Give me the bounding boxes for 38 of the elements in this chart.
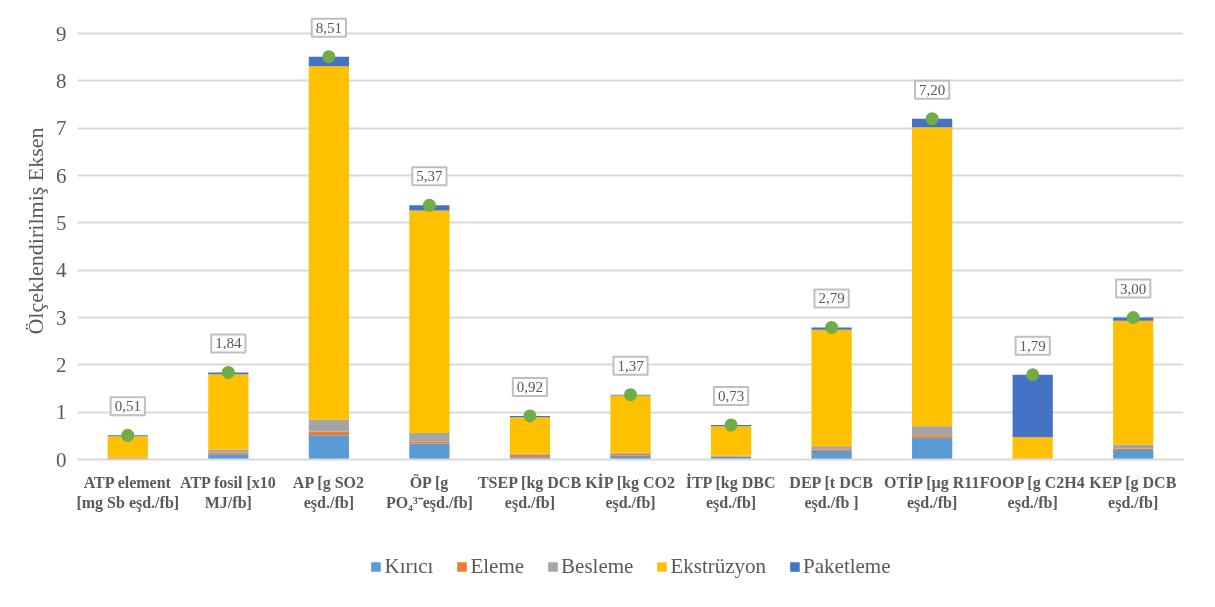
x-tick-label: TSEP [kg DCB eşd./fb] [477,473,582,512]
y-tick-label: 6 [56,163,67,188]
x-tick-label: OTİP [µg R11 eşd./fb] [883,472,980,512]
x-tick-label: İTP [kg DBC eşd./fb] [685,472,776,512]
x-tick-label: ÖP [g PO₄³⁻eşd./fb] [385,473,473,512]
legend-label: Ekstrüzyon [670,553,767,579]
data-label: 0,51 [114,398,141,415]
y-tick-label: 3 [56,305,67,330]
data-label: 8,51 [315,19,342,36]
legend-label: Eleme [470,553,525,579]
data-label: 1,84 [215,335,242,352]
y-axis-title: Ölçeklendirilmiş Eksen [23,127,48,335]
y-tick-label: 4 [56,258,67,283]
x-tick-label: DEP [t DCB eşd./fb ] [789,473,874,512]
y-tick-label: 7 [56,116,67,141]
x-tick-label: KEP [g DCB eşd./fb] [1089,473,1177,512]
data-label: 5,37 [416,168,444,185]
legend-label: Paketleme [803,553,891,579]
data-label: 0,73 [717,387,745,404]
legend-label: Besleme [561,553,634,579]
x-tick-label: FOOP [g C2H4 eşd./fb] [979,473,1085,512]
data-label: 1,37 [617,357,645,374]
x-tick-label: ATP fosil [x10 MJ/fb] [180,473,276,511]
y-tick-label: 2 [56,352,67,377]
data-label: 0,92 [516,378,544,395]
x-tick-label: ATP element [mg Sb eşd./fb] [76,473,180,512]
data-label: 7,20 [919,81,946,98]
y-tick-label: 8 [56,68,67,93]
data-label: 3,00 [1120,280,1147,297]
y-tick-label: 0 [56,447,67,472]
legend-label: Kırıcı [384,553,434,579]
y-tick-label: 9 [56,21,67,46]
data-label: 1,79 [1019,337,1046,354]
data-label: 2,79 [818,290,845,307]
x-tick-label: AP [g SO2 eşd./fb] [292,473,364,512]
y-tick-label: 1 [56,400,67,425]
y-tick-label: 5 [56,210,67,235]
x-tick-label: KİP [kg CO2 eşd./fb] [585,472,675,512]
